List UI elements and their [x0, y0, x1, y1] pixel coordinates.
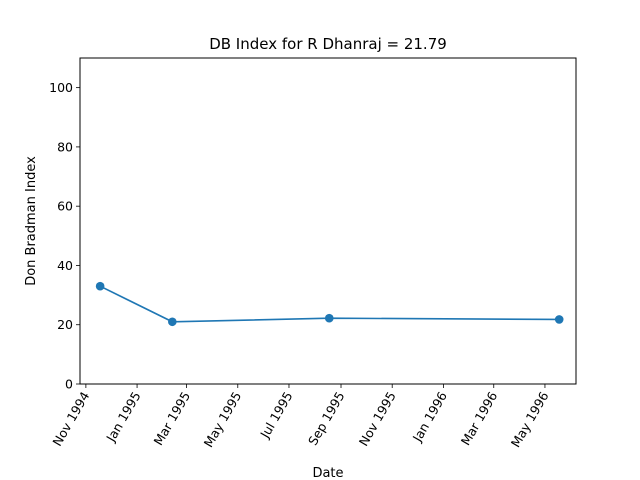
x-tick-label: Jan 1995	[103, 389, 144, 445]
y-axis-label: Don Bradman Index	[24, 156, 39, 286]
chart-title: DB Index for R Dhanraj = 21.79	[209, 35, 447, 53]
x-tick-label: Nov 1995	[356, 389, 399, 449]
data-point	[95, 281, 105, 291]
data-point	[554, 315, 564, 324]
x-tick-label: May 1996	[508, 389, 552, 450]
plot-frame	[79, 57, 577, 385]
y-tick-label: 100	[49, 80, 73, 95]
data-point	[324, 313, 334, 323]
data-point	[168, 317, 177, 327]
x-tick-label: Nov 1994	[49, 389, 92, 449]
x-tick-label: Jan 1996	[409, 389, 450, 445]
y-tick-label: 40	[57, 258, 73, 273]
y-tick-label: 80	[57, 139, 73, 154]
series-layer	[95, 281, 564, 327]
x-tick-label: Jul 1995	[257, 389, 296, 441]
series-line	[99, 285, 560, 323]
x-tick-label: Sep 1995	[305, 389, 348, 448]
y-tick-label: 60	[57, 199, 73, 214]
y-tick-label: 0	[65, 377, 73, 392]
x-tick-label: Mar 1995	[151, 389, 194, 448]
x-tick-label: May 1995	[201, 389, 245, 450]
plot-background	[80, 58, 576, 384]
x-axis-label: Date	[312, 466, 343, 480]
x-tick-label: Mar 1996	[458, 389, 501, 448]
y-tick-label: 20	[57, 317, 73, 332]
